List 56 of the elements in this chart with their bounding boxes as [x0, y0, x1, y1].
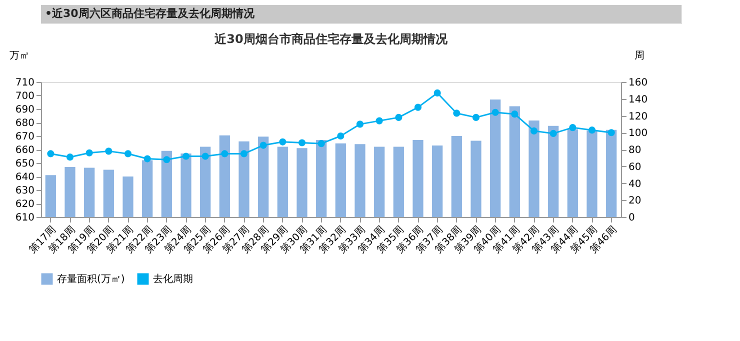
point [492, 108, 499, 116]
point [395, 114, 402, 121]
point [298, 139, 306, 146]
point [105, 148, 112, 155]
point [608, 129, 615, 136]
point [202, 152, 209, 160]
y-tick-label: 710 [15, 78, 34, 88]
point [66, 154, 74, 161]
point [414, 104, 422, 111]
point [279, 138, 286, 146]
point [144, 155, 151, 162]
point [511, 110, 518, 118]
point [453, 110, 460, 117]
y-tick-label: 660 [15, 145, 34, 156]
y-tick-label: 690 [15, 104, 34, 116]
point [356, 120, 364, 128]
y-tick-label: 680 [15, 118, 34, 129]
point [337, 132, 344, 140]
y2-tick-label: 60 [628, 162, 642, 173]
point [376, 117, 383, 124]
point [260, 142, 267, 149]
text: •近30周六区商品住宅存量及去化周期情况 [45, 7, 256, 20]
y2-axis-title: 周 [634, 50, 644, 62]
legend-label: 存量面积(万㎡) [57, 273, 125, 285]
point [221, 150, 228, 158]
point [240, 150, 248, 158]
y-axis-title: 万㎡ [10, 50, 30, 62]
y2-tick-label: 80 [628, 145, 642, 156]
y-tick-label: 630 [15, 186, 34, 196]
y2-tick-label: 140 [628, 94, 648, 106]
y2-tick-label: 0 [628, 212, 635, 224]
point [86, 149, 93, 156]
y-tick-label: 620 [15, 199, 34, 210]
point [124, 150, 132, 158]
point [472, 114, 480, 121]
y-tick-label: 650 [15, 158, 34, 170]
legend-label: 去化周期 [153, 273, 193, 285]
y-tick-label: 670 [15, 132, 34, 142]
point [550, 130, 557, 137]
y2-tick-label: 40 [628, 178, 642, 190]
point [47, 150, 54, 158]
y-tick-label: 640 [15, 172, 34, 183]
point [163, 156, 170, 164]
y2-tick-label: 100 [628, 128, 648, 140]
y2-tick-label: 120 [628, 111, 648, 122]
point [318, 140, 325, 148]
y-tick-label: 700 [15, 91, 34, 102]
point [182, 152, 190, 160]
y2-tick-label: 160 [628, 78, 648, 88]
point [569, 124, 576, 132]
y2-tick-label: 20 [628, 196, 642, 207]
point [434, 89, 441, 96]
point [530, 127, 538, 134]
point [588, 126, 596, 134]
chart-title: 近30周烟台市商品住宅存量及去化周期情况 [214, 32, 448, 46]
y-tick-label: 610 [15, 212, 34, 224]
